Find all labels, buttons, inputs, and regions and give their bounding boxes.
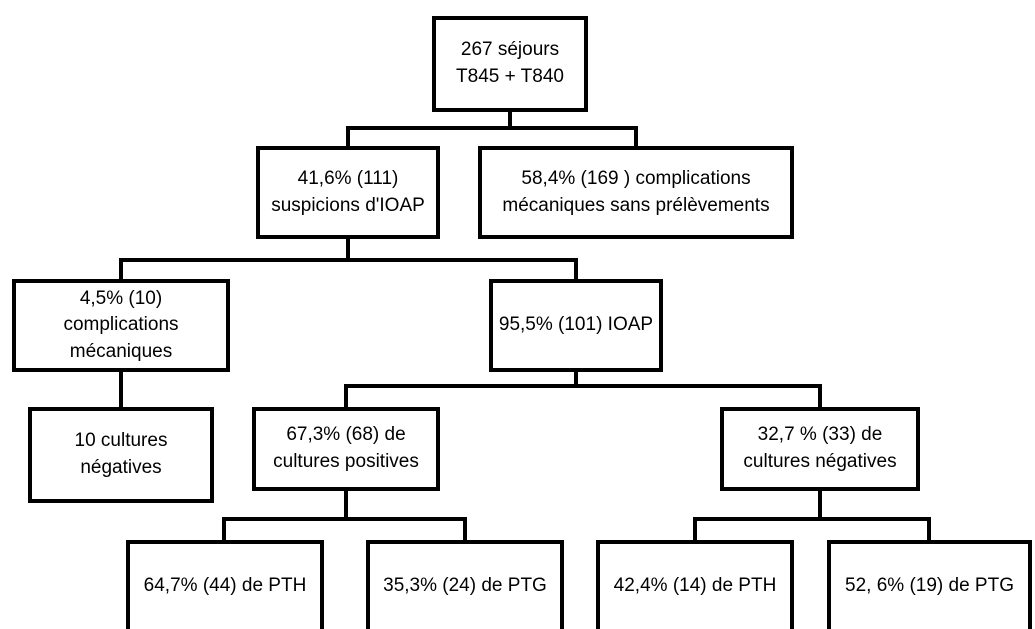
node-pth-negative-line-1: 42,4% (14) de PTH (613, 575, 777, 597)
node-ptg-positive-line-1: 35,3% (24) de PTG (383, 575, 547, 597)
node-negative-cultures-10: 10 cultures négatives (28, 407, 214, 503)
node-negative-cultures-33-line-1: 32,7 % (33) de (757, 424, 883, 446)
node-ptg-negative: 52, 6% (19) de PTG (827, 540, 1032, 629)
node-negative-cultures-33-line-2: cultures négatives (743, 451, 897, 472)
node-mechanical-line-3: mécaniques (69, 340, 173, 362)
node-ioap: 95,5% (101) IOAP (489, 279, 663, 372)
node-ptg-negative-line-1: 52, 6% (19) de PTG (845, 575, 1014, 597)
node-positive-cultures: 67,3% (68) de cultures positives (252, 407, 440, 491)
node-pth-positive-line-1: 64,7% (44) de PTH (143, 575, 307, 597)
node-positive-cultures-line-2: cultures positives (273, 451, 419, 472)
node-suspicions-line-2: suspicions d'IOAP (271, 194, 425, 216)
node-pth-negative: 42,4% (14) de PTH (596, 540, 794, 629)
node-negative-cultures-10-line-2: négatives (80, 457, 162, 478)
node-negative-cultures-33: 32,7 % (33) de cultures négatives (720, 407, 920, 491)
node-mechanical-no-sampling-line-2: mécaniques sans prélèvements (502, 194, 770, 216)
node-mechanical: 4,5% (10) complications mécaniques (12, 279, 230, 372)
node-positive-cultures-line-1: 67,3% (68) de (286, 424, 406, 446)
node-suspicions-line-1: 41,6% (111) (297, 167, 399, 189)
node-suspicions: 41,6% (111) suspicions d'IOAP (256, 146, 440, 239)
node-negative-cultures-10-line-1: 10 cultures (74, 430, 168, 452)
node-mechanical-line-1: 4,5% (10) (79, 287, 163, 309)
node-mechanical-no-sampling-line-1: 58,4% (169 ) complications (521, 167, 751, 189)
node-ioap-line-1: 95,5% (101) IOAP (498, 314, 654, 336)
node-pth-positive: 64,7% (44) de PTH (126, 540, 324, 629)
node-ptg-positive: 35,3% (24) de PTG (366, 540, 564, 629)
node-mechanical-no-sampling: 58,4% (169 ) complications mécaniques sa… (478, 146, 794, 239)
node-root: 267 séjours T845 + T840 (432, 16, 588, 112)
node-mechanical-line-2: complications (63, 314, 179, 336)
node-root-line-2: T845 + T840 (456, 66, 564, 87)
node-root-line-1: 267 séjours (460, 39, 560, 61)
